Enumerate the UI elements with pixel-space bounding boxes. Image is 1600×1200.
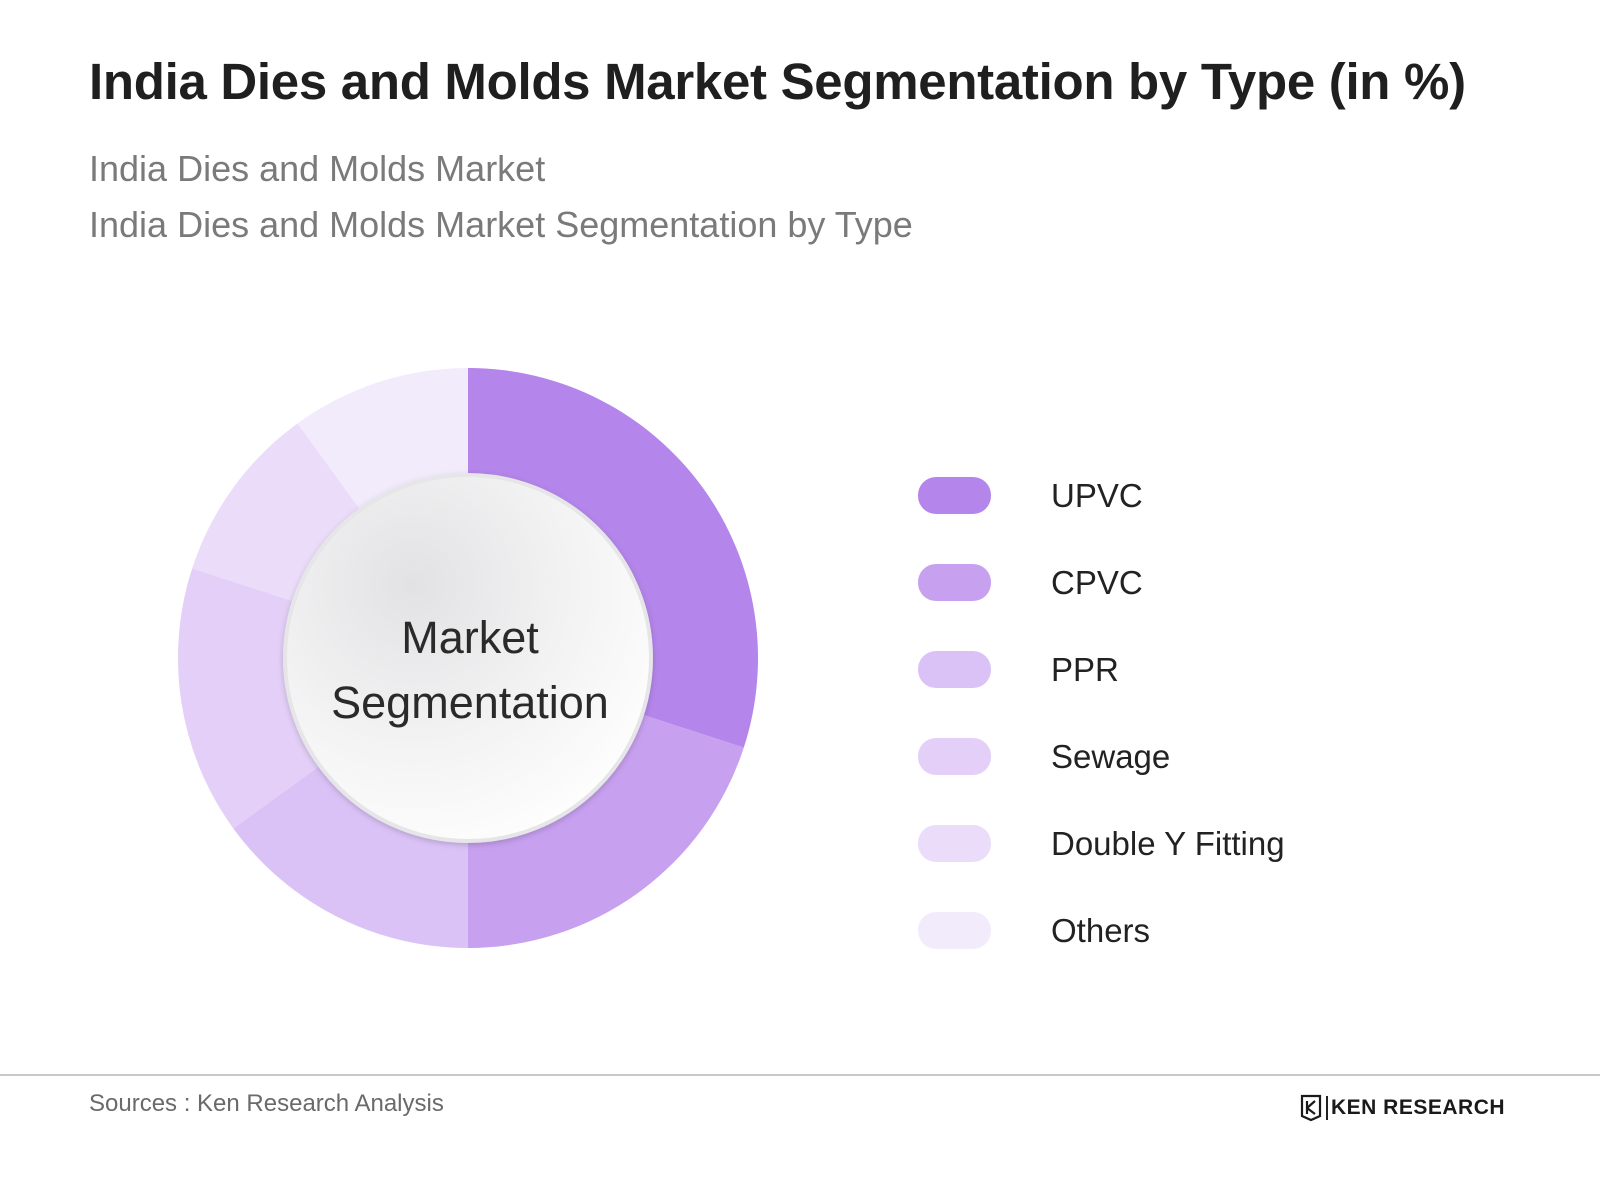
ken-research-logo-icon bbox=[1300, 1094, 1322, 1122]
legend-item-upvc: UPVC bbox=[918, 452, 1285, 539]
chart-subtitle-market: India Dies and Molds Market bbox=[89, 148, 546, 189]
legend-label-others: Others bbox=[1051, 911, 1151, 949]
donut-center-label: Market Segmentation bbox=[270, 605, 670, 735]
legend-label-cpvc: CPVC bbox=[1051, 563, 1143, 601]
brand-name: KEN RESEARCH bbox=[1331, 1096, 1506, 1119]
legend-item-ppr: PPR bbox=[918, 626, 1285, 713]
chart-legend: UPVC CPVC PPR Sewage Double Y Fitting Others bbox=[918, 452, 1285, 974]
legend-item-others: Others bbox=[918, 887, 1285, 974]
legend-label-ppr: PPR bbox=[1051, 650, 1119, 688]
legend-label-double-y-fitting: Double Y Fitting bbox=[1051, 824, 1285, 862]
brand-divider bbox=[1326, 1096, 1328, 1120]
legend-swatch-upvc bbox=[918, 477, 991, 514]
legend-item-cpvc: CPVC bbox=[918, 539, 1285, 626]
legend-item-double-y-fitting: Double Y Fitting bbox=[918, 800, 1285, 887]
legend-swatch-double-y-fitting bbox=[918, 825, 991, 862]
brand-logo: KEN RESEARCH bbox=[1300, 1094, 1505, 1122]
legend-label-sewage: Sewage bbox=[1051, 737, 1171, 775]
footer-divider bbox=[0, 1074, 1600, 1076]
sources-note: Sources : Ken Research Analysis bbox=[89, 1090, 444, 1117]
legend-swatch-cpvc bbox=[918, 564, 991, 601]
chart-title: India Dies and Molds Market Segmentation… bbox=[89, 53, 1466, 110]
donut-slice-upvc bbox=[468, 368, 758, 748]
center-label-line1: Market bbox=[401, 612, 539, 663]
donut-slice-others bbox=[297, 368, 468, 513]
legend-swatch-sewage bbox=[918, 738, 991, 775]
legend-label-upvc: UPVC bbox=[1051, 476, 1143, 514]
donut-chart bbox=[178, 368, 758, 948]
donut-slice-double-y-fitting bbox=[192, 423, 363, 603]
donut-slice-ppr bbox=[233, 763, 468, 948]
center-label-line2: Segmentation bbox=[331, 677, 609, 728]
legend-swatch-others bbox=[918, 912, 991, 949]
donut-center-disc bbox=[283, 473, 653, 843]
donut-slices bbox=[178, 368, 758, 948]
legend-swatch-ppr bbox=[918, 651, 991, 688]
chart-subtitle-segmentation: India Dies and Molds Market Segmentation… bbox=[89, 204, 913, 245]
donut-slice-cpvc bbox=[468, 713, 744, 948]
legend-item-sewage: Sewage bbox=[918, 713, 1285, 800]
